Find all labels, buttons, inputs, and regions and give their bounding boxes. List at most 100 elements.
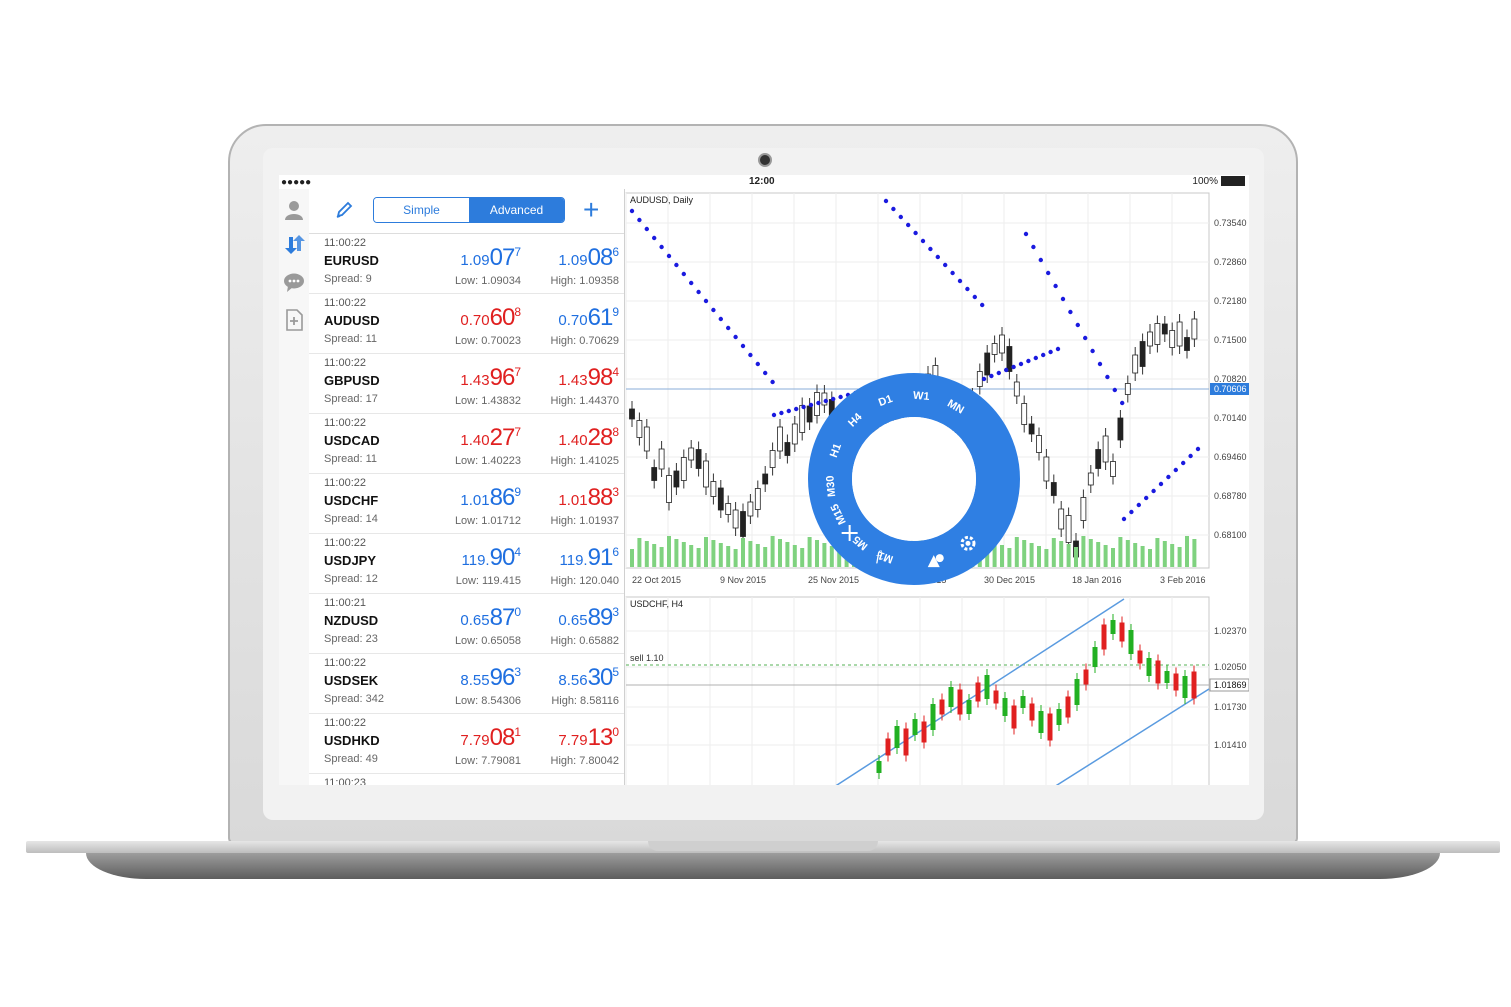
quote-high: High: 7.80042 xyxy=(550,755,620,767)
top-candle xyxy=(688,447,695,461)
top-candle xyxy=(666,475,672,503)
bid-price[interactable]: 119.904 xyxy=(462,544,521,572)
quote-row[interactable]: 11:00:22 USDJPY Spread: 12 119.904 119.916 Lo… xyxy=(309,534,624,594)
ask-price[interactable]: 1.40288 xyxy=(558,424,619,452)
ask-price[interactable]: 7.79130 xyxy=(558,724,619,752)
psar-dot xyxy=(1053,283,1058,289)
volume-bar xyxy=(792,545,797,567)
base-top xyxy=(26,841,1500,853)
add-symbol-button[interactable]: + xyxy=(583,194,600,225)
volume-bar xyxy=(667,536,671,567)
chat-icon[interactable] xyxy=(283,271,305,293)
bid-price[interactable]: 1.40277 xyxy=(460,424,521,452)
top-candle xyxy=(725,503,732,515)
timeframe-m30[interactable]: M30 xyxy=(824,475,838,497)
psar-dot xyxy=(1136,502,1141,508)
top-price-label: 0.71500 xyxy=(1214,335,1247,345)
timeframe-h1[interactable]: H1 xyxy=(828,442,844,459)
bid-price[interactable]: 0.70608 xyxy=(460,304,521,332)
timeframe-w1[interactable]: W1 xyxy=(912,390,929,403)
timeframe-m1[interactable]: M1 xyxy=(876,549,894,566)
bid-price[interactable]: 0.65870 xyxy=(460,604,521,632)
timeframe-wheel[interactable] xyxy=(808,373,1020,585)
top-candle xyxy=(976,371,983,387)
bottom-candle xyxy=(1119,622,1125,642)
quote-symbol: USDSEK xyxy=(324,673,379,688)
trade-arrows-icon[interactable] xyxy=(283,233,305,255)
ask-price[interactable]: 1.09086 xyxy=(558,244,619,272)
psar-dot xyxy=(1031,244,1036,250)
timeframe-d1[interactable]: D1 xyxy=(877,393,894,409)
quote-time: 11:00:22 xyxy=(324,237,367,249)
psar-dot xyxy=(711,307,716,313)
objects-icon[interactable] xyxy=(927,555,940,568)
psar-dot xyxy=(718,316,723,322)
psar-dot xyxy=(808,402,814,408)
bid-price-pips: 86 xyxy=(489,484,516,511)
psar-dot xyxy=(920,238,926,244)
quote-symbol: USDCAD xyxy=(324,433,380,448)
top-candle xyxy=(1147,331,1153,347)
psar-dot xyxy=(771,412,777,418)
quote-row[interactable]: 11:00:23 xyxy=(309,774,624,785)
indicators-icon[interactable]: ƒ xyxy=(875,548,883,565)
top-candle xyxy=(1124,383,1131,395)
bid-price[interactable]: 1.01869 xyxy=(460,484,521,512)
ask-price[interactable]: 1.43984 xyxy=(558,364,619,392)
bid-price-prefix: 1.40 xyxy=(460,432,490,449)
psar-dot xyxy=(816,400,821,406)
quote-row[interactable]: 11:00:22 USDCAD Spread: 11 1.40277 1.40288 Lo… xyxy=(309,414,624,474)
quote-row[interactable]: 11:00:22 GBPUSD Spread: 17 1.43967 1.43984 Lo… xyxy=(309,354,624,414)
quote-row[interactable]: 11:00:22 EURUSD Spread: 9 1.09077 1.09086 Low… xyxy=(309,234,624,294)
ask-price[interactable]: 8.56305 xyxy=(558,664,619,692)
bottom-price-label: 1.01730 xyxy=(1214,702,1247,712)
quote-high: High: 8.58116 xyxy=(551,695,619,707)
ask-price[interactable]: 0.65893 xyxy=(558,604,619,632)
quote-time: 11:00:22 xyxy=(324,297,367,309)
charts-canvas[interactable]: 0.73540 0.72860 0.72180 0.71500 0.70820 0.701… xyxy=(624,189,1249,785)
bottom-candle xyxy=(993,690,999,704)
psar-dot xyxy=(681,271,686,277)
psar-dot xyxy=(1026,358,1031,364)
status-bar: ●●●●● 12:00 100% xyxy=(279,175,1249,189)
psar-dot xyxy=(740,343,746,349)
simple-tab[interactable]: Simple xyxy=(374,198,469,222)
psar-dot xyxy=(629,208,635,214)
top-candle xyxy=(791,423,798,445)
psar-dot xyxy=(980,302,985,308)
advanced-tab[interactable]: Advanced xyxy=(469,198,564,222)
volume-bar xyxy=(1192,539,1197,567)
ask-price[interactable]: 119.916 xyxy=(560,544,619,572)
psar-dot xyxy=(763,370,768,376)
bid-price[interactable]: 1.43967 xyxy=(460,364,521,392)
quote-row[interactable]: 11:00:21 NZDUSD Spread: 23 0.65870 0.65893 Lo… xyxy=(309,594,624,654)
new-document-icon[interactable] xyxy=(283,309,305,331)
ask-price-pips: 08 xyxy=(587,244,614,271)
bid-price-pips: 27 xyxy=(489,424,516,451)
psar-dot xyxy=(989,373,994,379)
crosshair-icon[interactable] xyxy=(841,524,858,541)
account-icon[interactable] xyxy=(283,199,305,221)
ask-price-pips: 28 xyxy=(587,424,614,451)
edit-pencil-icon[interactable] xyxy=(335,201,353,219)
quote-row[interactable]: 11:00:22 USDCHF Spread: 14 1.01869 1.01883 Lo… xyxy=(309,474,624,534)
ask-price[interactable]: 0.70619 xyxy=(558,304,619,332)
quote-row[interactable]: 11:00:22 USDHKD Spread: 49 7.79081 7.79130 Lo… xyxy=(309,714,624,774)
bid-price[interactable]: 7.79081 xyxy=(460,724,521,752)
top-candle xyxy=(1102,435,1109,463)
quote-row[interactable]: 11:00:22 USDSEK Spread: 342 8.55963 8.56305 L… xyxy=(309,654,624,714)
quotes-list: 11:00:22 EURUSD Spread: 9 1.09077 1.09086 Low… xyxy=(309,234,624,785)
settings-icon[interactable] xyxy=(960,535,976,551)
bid-price[interactable]: 8.55963 xyxy=(460,664,521,692)
ask-price[interactable]: 1.01883 xyxy=(558,484,619,512)
volume-bar xyxy=(741,538,745,567)
bottom-candle xyxy=(912,719,918,735)
quote-low: Low: 1.01712 xyxy=(454,515,521,527)
objects-icon-circle xyxy=(935,554,944,563)
psar-dot xyxy=(1011,364,1016,370)
bid-price-prefix: 1.01 xyxy=(460,492,490,509)
volume-bar xyxy=(1111,548,1115,567)
bid-price[interactable]: 1.09077 xyxy=(460,244,521,272)
quote-row[interactable]: 11:00:22 AUDUSD Spread: 11 0.70608 0.70619 Lo… xyxy=(309,294,624,354)
ask-price-pips: 13 xyxy=(587,724,614,751)
